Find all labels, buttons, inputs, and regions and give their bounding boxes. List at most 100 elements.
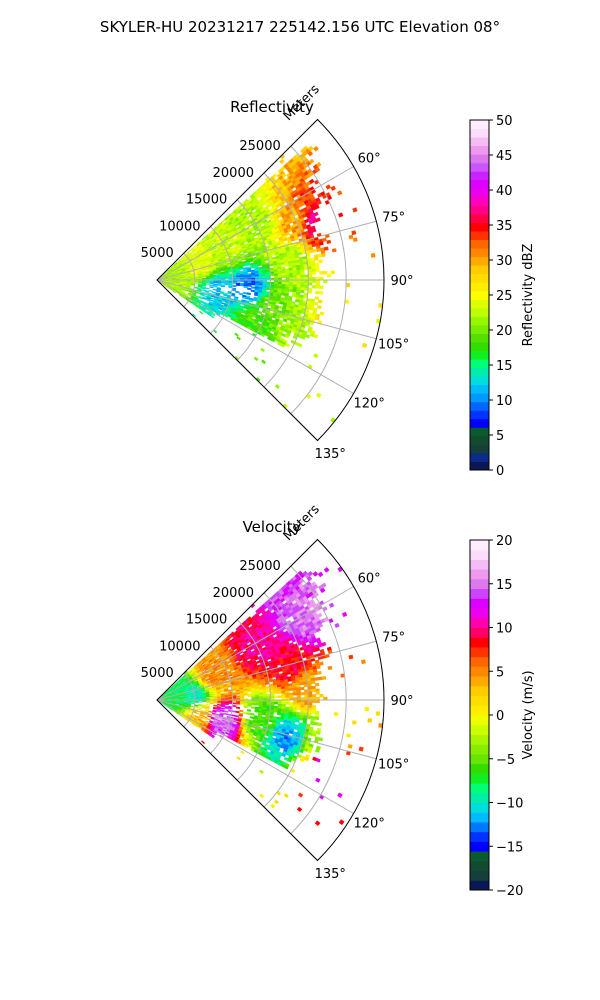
field-cell <box>223 712 228 716</box>
colorbar-segment <box>470 230 489 241</box>
field-cell <box>165 286 170 290</box>
colorbar-segment <box>470 128 489 138</box>
colorbar-tick-label: 20 <box>496 324 513 339</box>
field-cell <box>220 301 226 305</box>
field-cell <box>313 145 319 152</box>
field-cell <box>257 310 263 315</box>
field-cell <box>277 273 282 276</box>
field-cell <box>247 689 252 693</box>
field-cell <box>211 312 216 317</box>
field-cell <box>213 272 218 275</box>
field-cell <box>224 283 229 286</box>
field-cell <box>196 712 201 716</box>
field-cell <box>278 305 284 310</box>
colorbar-tick-label: 15 <box>496 359 513 374</box>
field-cell <box>186 696 192 698</box>
field-cell <box>236 702 241 705</box>
field-cell <box>224 689 229 692</box>
field-cell <box>190 702 195 705</box>
field-cell <box>246 712 251 716</box>
field-cell <box>300 282 305 286</box>
field-cell <box>258 276 264 279</box>
field-cell <box>181 289 186 292</box>
colorbar-tick-label: 0 <box>496 464 504 479</box>
field-cell <box>235 290 240 294</box>
field-cell <box>205 287 210 290</box>
field-cell <box>266 695 271 699</box>
field-cell <box>315 217 321 223</box>
field-cell <box>227 709 233 713</box>
field-cell <box>199 310 204 315</box>
field-cell <box>186 277 192 279</box>
colorbar-segment <box>470 299 489 309</box>
field-cell <box>270 281 275 285</box>
field-cell <box>202 278 207 280</box>
field-cell <box>323 246 329 251</box>
field-cell <box>319 271 324 275</box>
colorbar-segment <box>470 188 489 198</box>
field-cell <box>211 712 217 715</box>
colorbar-segment <box>470 376 489 386</box>
colorbar-segment <box>470 196 489 206</box>
field-cell <box>308 282 313 286</box>
field-cell <box>213 285 218 288</box>
field-cell <box>247 704 252 707</box>
field-cell <box>209 286 214 289</box>
field-cell <box>246 292 251 296</box>
velocity-field <box>156 566 383 827</box>
field-cell <box>205 696 211 698</box>
theta-tick-label: 135° <box>315 447 346 462</box>
field-cell <box>288 289 294 293</box>
field-cell <box>291 294 297 298</box>
field-cell <box>309 249 314 254</box>
field-cell <box>257 263 263 267</box>
field-cell <box>330 185 336 191</box>
field-cell <box>370 253 376 258</box>
field-cell <box>314 316 320 321</box>
field-cell <box>289 282 294 285</box>
field-cell <box>361 342 368 349</box>
field-cell <box>243 705 248 709</box>
field-cell <box>190 705 195 708</box>
field-cell <box>273 273 279 277</box>
field-cell <box>239 709 244 713</box>
colorbar-segment <box>470 120 489 130</box>
field-cell <box>224 706 229 709</box>
field-cell <box>236 283 241 287</box>
colorbar-segment <box>470 333 489 343</box>
field-cell <box>321 237 327 242</box>
field-cell <box>280 261 285 266</box>
field-cell <box>243 693 248 696</box>
colorbar-tick-label: 5 <box>496 429 504 444</box>
theta-tick-label: 60° <box>358 152 381 167</box>
field-cell <box>251 283 256 286</box>
field-cell <box>285 275 290 278</box>
field-cell <box>194 281 199 283</box>
grid-spoke <box>156 279 354 394</box>
field-cell <box>281 281 286 285</box>
theta-tick-label: 120° <box>354 397 385 412</box>
field-cell <box>292 284 298 288</box>
field-cell <box>202 700 207 702</box>
field-cell <box>345 283 351 287</box>
field-cell <box>351 230 357 236</box>
field-cell <box>234 332 239 337</box>
field-cell <box>317 253 323 258</box>
field-cell <box>186 701 192 704</box>
field-cell <box>300 274 305 278</box>
field-cell <box>251 696 256 699</box>
field-cell <box>304 274 309 278</box>
field-cell <box>288 270 294 274</box>
colorbar-segment <box>470 418 489 428</box>
field-cell <box>198 701 203 703</box>
field-cell <box>274 281 279 285</box>
field-cell <box>217 704 222 706</box>
field-cell <box>190 701 195 703</box>
colorbar-tick-label: 25 <box>496 289 513 304</box>
figure-suptitle: SKYLER-HU 20231217 225142.156 UTC Elevat… <box>100 18 500 36</box>
colorbar-segment <box>470 324 489 334</box>
field-cell <box>296 284 301 288</box>
field-cell <box>247 694 252 698</box>
colorbar-segment <box>470 461 489 471</box>
field-cell <box>228 270 233 273</box>
